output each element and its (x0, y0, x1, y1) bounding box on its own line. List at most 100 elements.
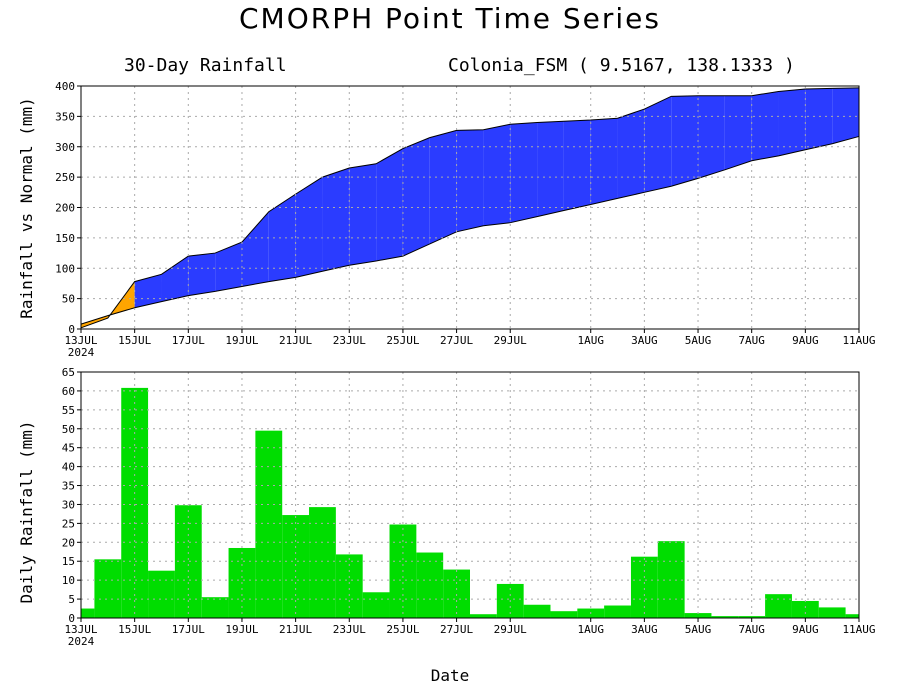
top-ytick-label: 350 (55, 110, 75, 123)
chart-title: CMORPH Point Time Series (239, 2, 661, 35)
band-segment (483, 124, 511, 226)
band-segment (778, 89, 806, 156)
daily-rainfall-bar (201, 597, 229, 618)
top-xtick-label: 23JUL (333, 334, 366, 347)
bottom-xtick-label: 25JUL (386, 623, 419, 636)
bottom-xtick-label: 17JUL (172, 623, 205, 636)
top-ytick-label: 50 (62, 293, 75, 306)
band-segment (563, 120, 591, 211)
band-segment (295, 177, 323, 278)
daily-rainfall-bar (335, 554, 363, 618)
chart-subtitle-period: 30-Day Rainfall (124, 55, 287, 76)
observed-cumulative-line (80, 87, 860, 329)
band-segment (724, 95, 752, 170)
bottom-xtick-label: 9AUG (792, 623, 819, 636)
top-xtick-label: 15JUL (118, 334, 151, 347)
daily-rainfall-bar (523, 604, 551, 618)
band-segment (456, 129, 484, 232)
bottom-ytick-label: 65 (62, 366, 75, 379)
top-xtick-label: 29JUL (494, 334, 527, 347)
band-segment (268, 194, 296, 282)
bottom-ytick-label: 0 (68, 612, 75, 625)
top-xtick-label: 9AUG (792, 334, 819, 347)
top-xtick-label: 5AUG (685, 334, 712, 347)
band-segment (644, 96, 672, 193)
top-ytick-label: 100 (55, 262, 75, 275)
bottom-ytick-label: 50 (62, 423, 75, 436)
bottom-y-axis-label: Daily Rainfall (mm) (17, 420, 36, 603)
daily-rainfall-bar (818, 607, 846, 618)
bottom-ytick-label: 10 (62, 574, 75, 587)
bottom-ytick-label: 35 (62, 480, 75, 493)
band-segment (751, 91, 779, 161)
band-segment (832, 87, 859, 144)
daily-rainfall-bar (765, 594, 792, 618)
band-segment (537, 121, 564, 217)
top-xtick-label: 3AUG (631, 334, 658, 347)
top-ytick-label: 150 (55, 232, 75, 245)
bottom-xtick-label: 7AUG (738, 623, 765, 636)
band-segment (805, 88, 833, 150)
daily-rainfall-bar (711, 616, 739, 618)
bottom-xtick-label: 23JUL (333, 623, 366, 636)
daily-rainfall-bar (255, 430, 283, 618)
top-xtick-year: 2024 (68, 346, 95, 359)
top-xtick-label: 13JUL (64, 334, 97, 347)
daily-rainfall-bar (738, 616, 766, 618)
bottom-xtick-label: 1AUG (577, 623, 604, 636)
bottom-ytick-label: 45 (62, 442, 75, 455)
band-segment (671, 95, 699, 187)
daily-rainfall-bar (148, 570, 175, 618)
bottom-xtick-label: 5AUG (685, 623, 712, 636)
top-xtick-label: 7AUG (738, 334, 765, 347)
bottom-ytick-label: 25 (62, 517, 75, 530)
daily-rainfall-bar (282, 515, 310, 618)
bottom-ytick-label: 30 (62, 498, 75, 511)
daily-rainfall-bar (174, 505, 202, 618)
x-axis-label: Date (431, 666, 470, 685)
daily-rainfall-bar (94, 559, 122, 618)
top-ytick-label: 200 (55, 202, 75, 215)
top-ytick-label: 400 (55, 80, 75, 93)
band-segment (134, 274, 162, 308)
bottom-xtick-label: 15JUL (118, 623, 151, 636)
daily-rainfall-bar (81, 608, 95, 618)
daily-rainfall-bar (845, 614, 859, 618)
bottom-xtick-label: 11AUG (842, 623, 875, 636)
top-xtick-label: 17JUL (172, 334, 205, 347)
band-segment (510, 122, 538, 223)
band-segment (429, 130, 457, 244)
top-y-axis-label: Rainfall vs Normal (mm) (17, 97, 36, 319)
top-xtick-label: 27JUL (440, 334, 473, 347)
daily-rainfall-bar (604, 605, 631, 618)
bottom-ytick-label: 40 (62, 461, 75, 474)
daily-rainfall-bar (470, 614, 497, 618)
daily-rainfall-bar (657, 541, 685, 618)
top-plot-frame (80, 85, 860, 330)
top-ytick-label: 250 (55, 171, 75, 184)
bottom-xtick-label: 19JUL (225, 623, 258, 636)
top-ytick-label: 300 (55, 141, 75, 154)
band-segment (322, 168, 350, 272)
daily-rainfall-bar (791, 600, 819, 618)
daily-rainfall-bar (684, 613, 712, 618)
band-segment (349, 163, 377, 266)
daily-rainfall-bar (362, 592, 390, 618)
band-segment (81, 315, 108, 328)
bottom-ytick-label: 60 (62, 385, 75, 398)
top-xtick-label: 21JUL (279, 334, 312, 347)
top-ytick-label: 0 (68, 323, 75, 336)
band-segment (402, 137, 430, 257)
bottom-xtick-label: 13JUL (64, 623, 97, 636)
band-segment (590, 118, 618, 205)
top-xtick-label: 19JUL (225, 334, 258, 347)
bottom-xtick-year: 2024 (68, 635, 95, 648)
band-segment (617, 109, 645, 199)
daily-rainfall-bar (550, 611, 578, 618)
bottom-xtick-label: 3AUG (631, 623, 658, 636)
bottom-xtick-label: 27JUL (440, 623, 473, 636)
band-segment (188, 253, 216, 296)
